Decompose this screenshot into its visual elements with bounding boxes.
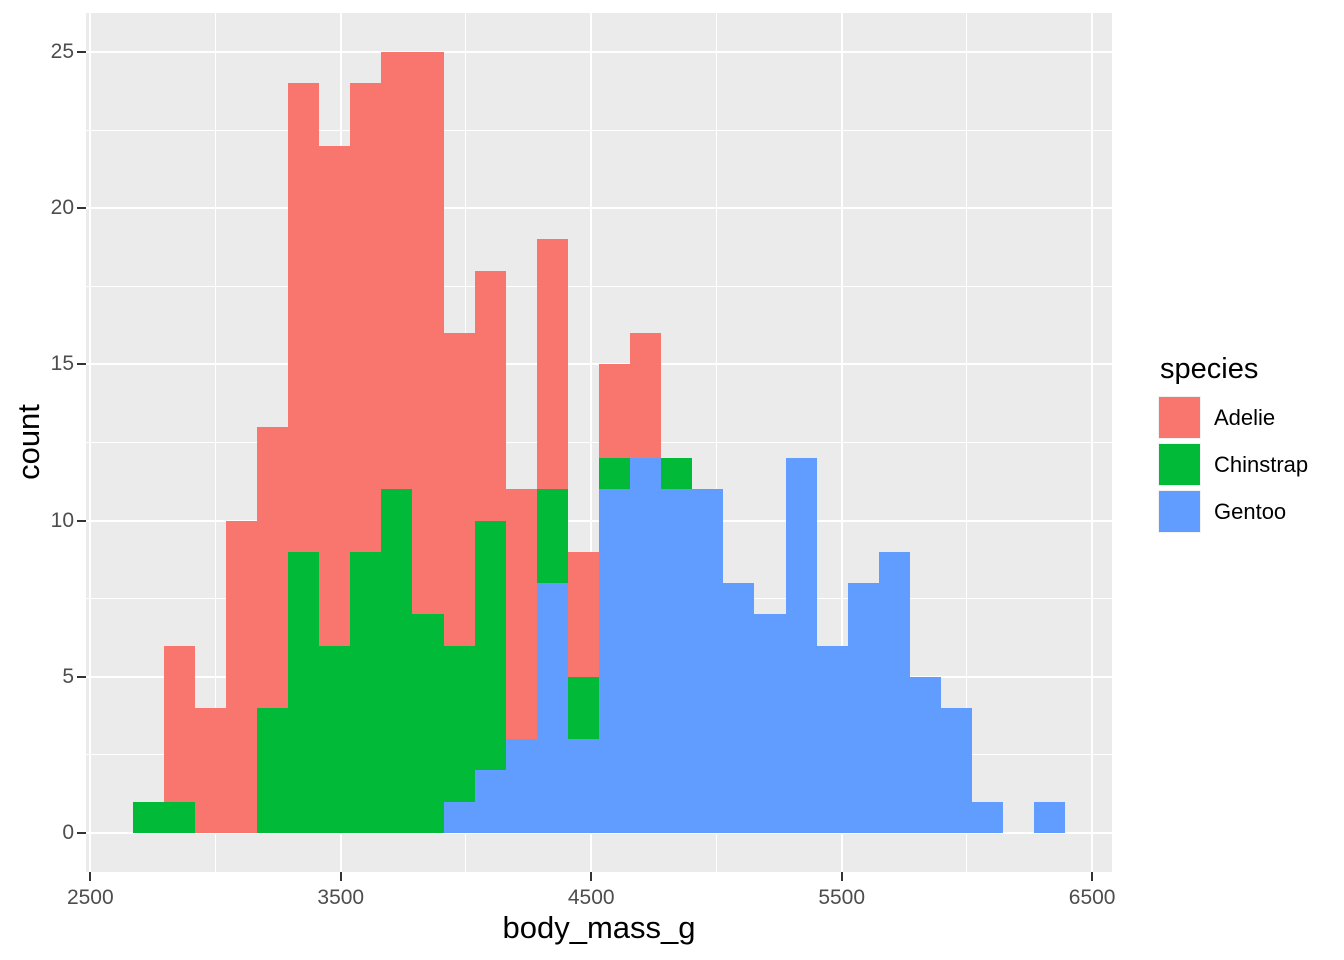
x-tick-label: 2500 bbox=[66, 886, 114, 909]
gridline-y-minor bbox=[86, 285, 1112, 287]
bar-gentoo-bin-26 bbox=[941, 708, 972, 833]
legend-label-adelie: Adelie bbox=[1214, 404, 1276, 430]
legend: species Adelie Chinstrap Gentoo bbox=[1158, 352, 1308, 537]
gridline-x-major bbox=[840, 13, 843, 872]
plot-panel bbox=[86, 13, 1112, 872]
bar-adelie-bin-4 bbox=[257, 427, 288, 708]
bar-adelie-bin-15 bbox=[599, 364, 630, 458]
bar-chinstrap-bin-11 bbox=[475, 521, 506, 770]
bar-gentoo-bin-10 bbox=[444, 802, 475, 833]
bar-gentoo-bin-13 bbox=[537, 583, 568, 833]
bar-adelie-bin-5 bbox=[288, 83, 319, 552]
legend-entry-chinstrap: Chinstrap bbox=[1158, 443, 1308, 486]
bar-adelie-bin-9 bbox=[412, 52, 444, 614]
gridline-x-major bbox=[89, 13, 92, 872]
legend-label-gentoo: Gentoo bbox=[1214, 498, 1287, 524]
bar-adelie-bin-13 bbox=[537, 239, 568, 489]
bar-chinstrap-bin-1 bbox=[164, 802, 195, 833]
x-tick-mark bbox=[840, 872, 843, 881]
gridline-x-minor bbox=[966, 13, 968, 872]
x-tick-mark bbox=[1091, 872, 1094, 881]
gridline-y-major bbox=[86, 207, 1112, 210]
bar-gentoo-bin-21 bbox=[786, 458, 817, 833]
y-tick-mark bbox=[77, 51, 86, 54]
gridline-y-major bbox=[86, 51, 1112, 54]
y-tick-label: 15 bbox=[50, 352, 74, 376]
y-tick-mark bbox=[77, 675, 86, 678]
bar-chinstrap-bin-8 bbox=[381, 489, 412, 833]
bar-gentoo-bin-19 bbox=[723, 583, 754, 833]
gridline-x-minor bbox=[715, 13, 717, 872]
bar-adelie-bin-7 bbox=[350, 83, 381, 552]
bar-gentoo-bin-14 bbox=[568, 739, 599, 833]
legend-title: species bbox=[1160, 353, 1259, 385]
bar-gentoo-bin-23 bbox=[848, 583, 879, 833]
bar-adelie-bin-11 bbox=[475, 271, 506, 521]
bar-chinstrap-bin-9 bbox=[412, 614, 444, 833]
y-tick-label: 20 bbox=[50, 196, 74, 220]
legend-swatch-chinstrap bbox=[1158, 443, 1201, 486]
y-axis-title: count bbox=[11, 404, 46, 480]
bar-chinstrap-bin-13 bbox=[537, 489, 568, 583]
gridline-x-major bbox=[590, 13, 593, 872]
bar-adelie-bin-16 bbox=[630, 333, 661, 458]
legend-swatch-adelie bbox=[1158, 396, 1201, 439]
bar-gentoo-bin-29 bbox=[1034, 802, 1065, 833]
x-tick-mark bbox=[339, 872, 342, 881]
bar-adelie-bin-8 bbox=[381, 52, 412, 489]
x-axis-title: body_mass_g bbox=[502, 910, 696, 945]
y-tick-label: 10 bbox=[50, 508, 74, 532]
bar-chinstrap-bin-14 bbox=[568, 677, 599, 739]
bar-gentoo-bin-25 bbox=[910, 677, 941, 833]
bar-chinstrap-bin-10 bbox=[444, 646, 475, 802]
bar-gentoo-bin-18 bbox=[692, 489, 723, 833]
bar-adelie-bin-6 bbox=[319, 146, 350, 646]
legend-entry-gentoo: Gentoo bbox=[1158, 490, 1308, 533]
bar-adelie-bin-12 bbox=[506, 489, 537, 739]
bar-chinstrap-bin-4 bbox=[257, 708, 288, 833]
bar-gentoo-bin-17 bbox=[661, 489, 692, 833]
bar-chinstrap-bin-0 bbox=[133, 802, 164, 833]
x-tick-label: 3500 bbox=[317, 886, 365, 909]
bar-gentoo-bin-20 bbox=[754, 614, 786, 833]
legend-entry-adelie: Adelie bbox=[1158, 396, 1308, 439]
x-tick-mark bbox=[89, 872, 92, 881]
bar-gentoo-bin-24 bbox=[879, 552, 910, 833]
gridline-x-minor bbox=[215, 13, 217, 872]
bar-gentoo-bin-16 bbox=[630, 458, 661, 833]
bar-adelie-bin-2 bbox=[195, 708, 226, 833]
bar-gentoo-bin-27 bbox=[972, 802, 1003, 833]
x-tick-label: 6500 bbox=[1068, 886, 1116, 909]
bar-chinstrap-bin-15 bbox=[599, 458, 630, 489]
y-tick-mark bbox=[77, 207, 86, 210]
gridline-y-minor bbox=[86, 129, 1112, 131]
bar-gentoo-bin-12 bbox=[506, 739, 537, 833]
bar-chinstrap-bin-5 bbox=[288, 552, 319, 833]
y-tick-mark bbox=[77, 363, 86, 366]
bar-chinstrap-bin-17 bbox=[661, 458, 692, 489]
x-tick-label: 5500 bbox=[818, 886, 866, 909]
bar-adelie-bin-1 bbox=[164, 646, 195, 802]
bar-chinstrap-bin-7 bbox=[350, 552, 381, 833]
legend-label-chinstrap: Chinstrap bbox=[1214, 451, 1309, 477]
legend-swatch-gentoo bbox=[1158, 490, 1201, 533]
bar-adelie-bin-14 bbox=[568, 552, 599, 677]
y-tick-label: 25 bbox=[50, 40, 74, 64]
x-tick-label: 4500 bbox=[567, 886, 615, 909]
bar-gentoo-bin-22 bbox=[817, 646, 848, 833]
y-tick-mark bbox=[77, 519, 86, 522]
bar-adelie-bin-10 bbox=[444, 333, 475, 646]
bar-gentoo-bin-15 bbox=[599, 489, 630, 833]
gridline-x-major bbox=[1091, 13, 1094, 872]
y-tick-label: 5 bbox=[62, 664, 74, 688]
bar-gentoo-bin-11 bbox=[475, 770, 506, 833]
bar-chinstrap-bin-6 bbox=[319, 646, 350, 833]
y-tick-label: 0 bbox=[62, 820, 74, 844]
y-tick-mark bbox=[77, 831, 86, 834]
x-tick-mark bbox=[590, 872, 593, 881]
bar-adelie-bin-3 bbox=[226, 521, 257, 833]
